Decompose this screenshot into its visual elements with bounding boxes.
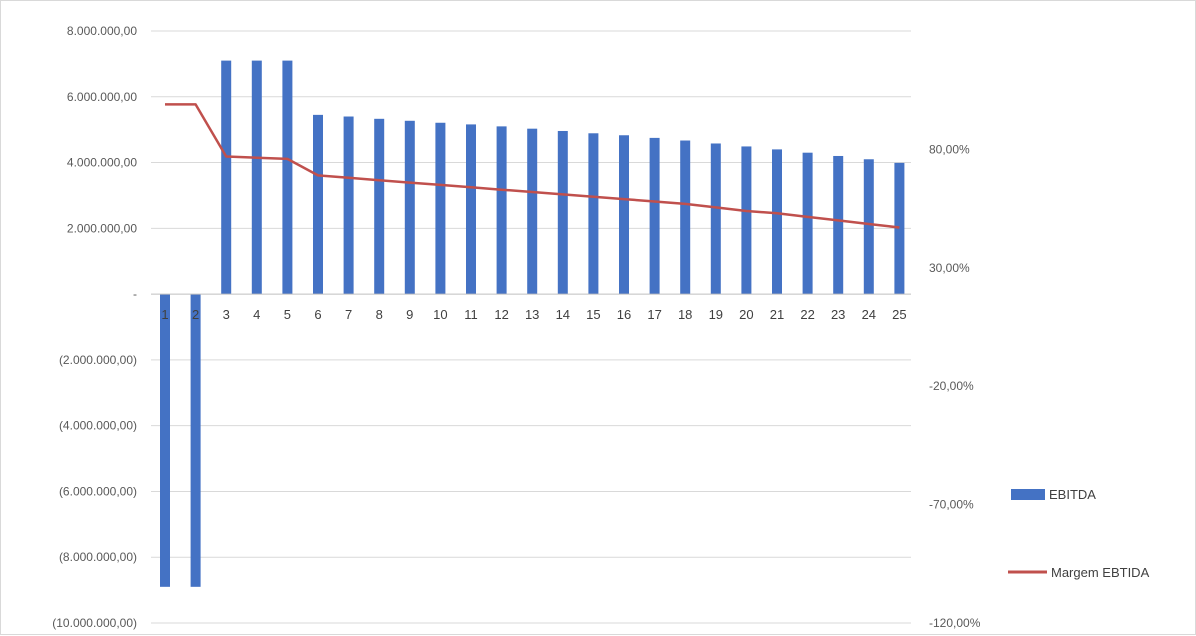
right-tick-label: -120,00% [929,616,981,630]
left-tick-label: 4.000.000,00 [67,156,137,170]
x-tick-label: 11 [464,307,478,322]
ebitda-bar [619,135,629,295]
right-y-axis-labels: 80,00% 30,00% -20,00% -70,00% -120,00% [929,142,981,630]
left-tick-label: 2.000.000,00 [67,221,137,235]
x-tick-label: 25 [892,307,906,322]
ebitda-bar [649,137,660,295]
x-tick-label: 20 [739,307,753,322]
ebitda-bar [527,128,538,295]
ebitda-bar [496,126,507,295]
ebitda-bar [710,143,721,295]
legend-label-ebitda: EBITDA [1049,487,1096,502]
x-tick-label: 24 [862,307,876,322]
x-tick-label: 19 [709,307,723,322]
left-tick-label: 8.000.000,00 [67,24,137,38]
x-tick-label: 6 [314,307,321,322]
x-tick-label: 1 [161,307,168,322]
ebitda-bar [588,133,599,295]
x-tick-label: 23 [831,307,845,322]
legend-swatch-ebitda [1011,489,1045,500]
x-tick-label: 8 [376,307,383,322]
ebitda-bar [251,60,262,295]
ebitda-bar [374,118,385,295]
x-tick-label: 9 [406,307,413,322]
left-tick-label: - [133,287,137,301]
ebitda-bar [435,122,446,295]
right-tick-label: -20,00% [929,379,974,393]
gridlines [151,30,911,624]
x-tick-label: 10 [433,307,447,322]
x-tick-label: 12 [494,307,508,322]
right-tick-label: 80,00% [929,142,970,156]
x-tick-label: 7 [345,307,352,322]
right-tick-label: 30,00% [929,261,970,275]
ebitda-bar [313,114,323,295]
x-tick-label: 4 [253,307,260,322]
left-tick-label: (10.000.000,00) [52,616,137,630]
left-tick-label: (4.000.000,00) [59,419,137,433]
x-tick-label: 14 [556,307,570,322]
x-tick-label: 22 [800,307,814,322]
ebitda-bar [404,120,415,295]
x-tick-label: 15 [586,307,600,322]
ebitda-bar [221,60,232,295]
ebitda-bar [680,140,691,295]
ebitda-bar [343,116,354,295]
x-tick-label: 2 [192,307,199,322]
ebitda-bar [772,149,782,295]
x-axis-labels: 1 2 3 4 5 6 7 8 9 10 11 12 13 14 15 16 17 18 19 20 21 22 23 24 2… [161,307,906,322]
ebitda-bar [802,152,813,295]
x-tick-label: 3 [223,307,230,322]
left-tick-label: (2.000.000,00) [59,353,137,367]
x-tick-label: 21 [770,307,784,322]
margem-line [165,103,900,229]
left-tick-label: (8.000.000,00) [59,550,137,564]
ebitda-bar [894,162,905,295]
ebitda-bar [863,159,874,295]
left-y-axis-labels: 8.000.000,00 6.000.000,00 4.000.000,00 2.00… [52,24,137,630]
x-tick-label: 18 [678,307,692,322]
ebitda-bar [741,146,752,295]
ebitda-bar [190,294,201,587]
ebitda-bar [557,130,568,295]
x-tick-label: 17 [647,307,661,322]
left-tick-label: 6.000.000,00 [67,90,137,104]
margem-ebtida-line [165,103,900,229]
ebitda-bar [466,124,476,295]
ebitda-bar [160,294,170,587]
legend-label-margem: Margem EBTIDA [1051,565,1150,580]
x-tick-label: 13 [525,307,539,322]
legend: EBITDA Margem EBTIDA [1008,487,1150,580]
ebitda-bars [160,60,905,587]
left-tick-label: (6.000.000,00) [59,484,137,498]
right-tick-label: -70,00% [929,498,974,512]
ebitda-bar [833,155,844,295]
x-tick-label: 5 [284,307,291,322]
x-tick-label: 16 [617,307,631,322]
ebitda-bar [282,60,293,295]
